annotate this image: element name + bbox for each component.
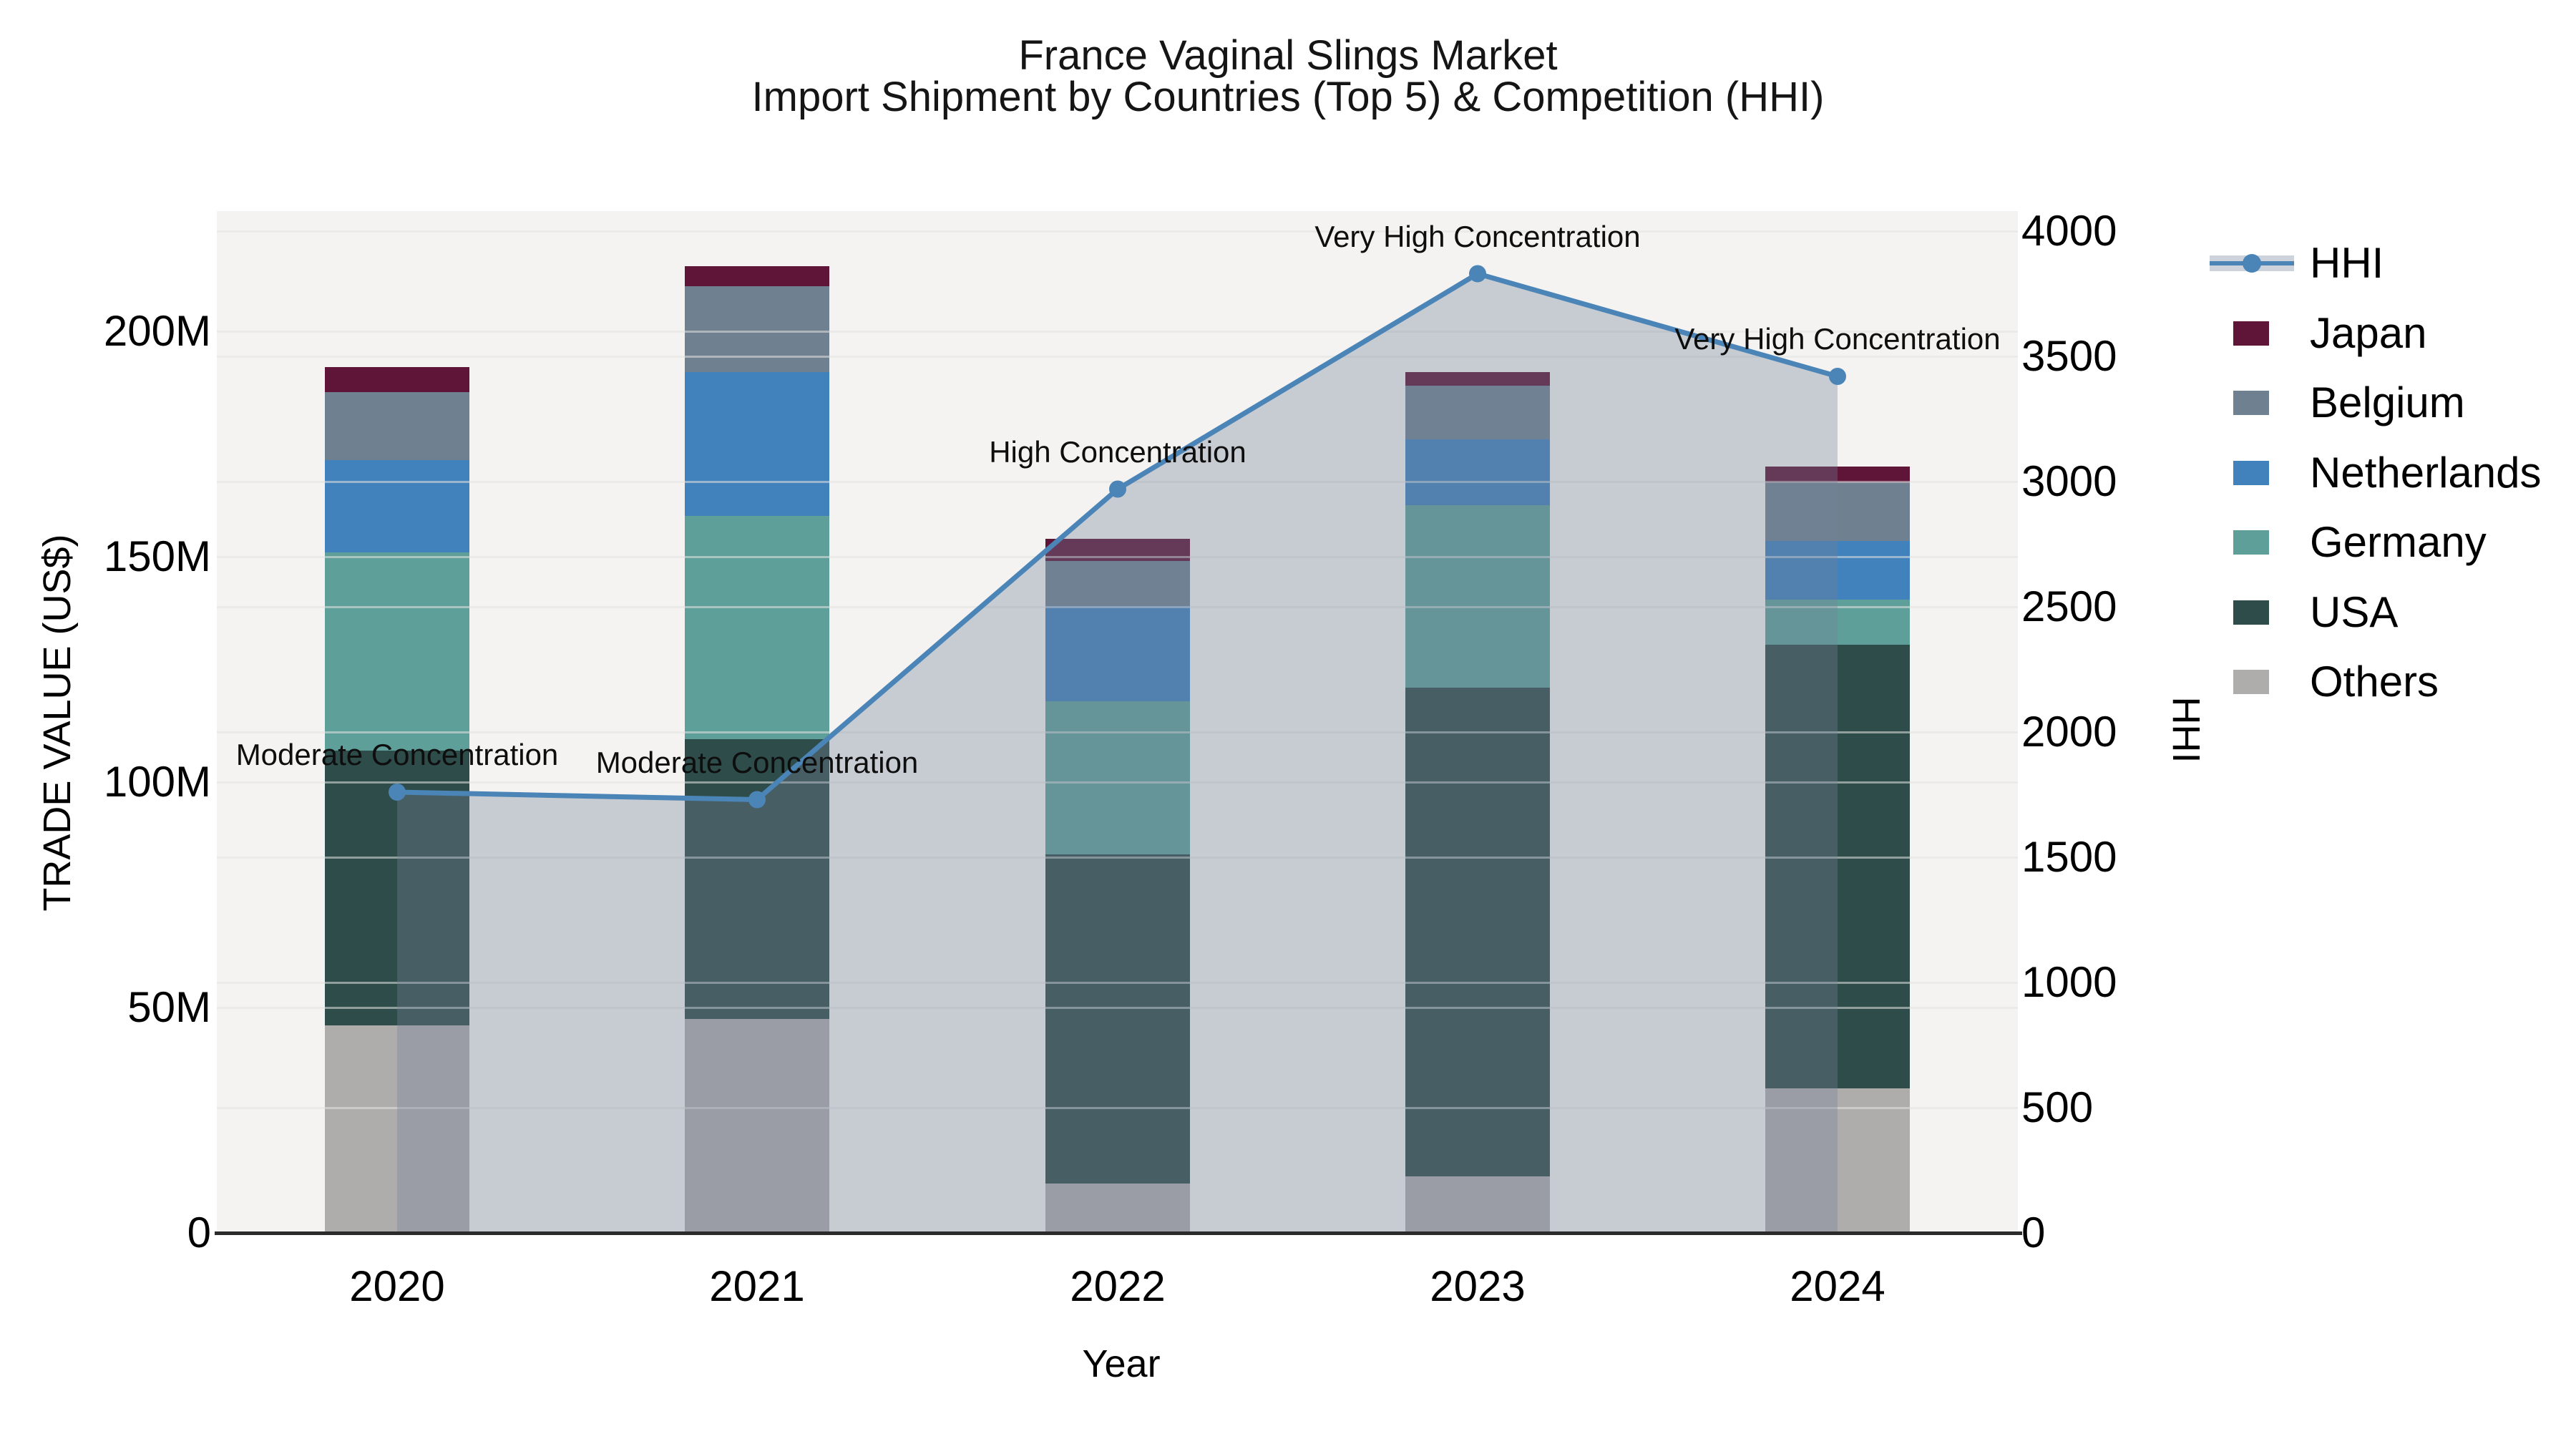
hhi-line-layer bbox=[389, 265, 1846, 1233]
legend-item-hhi: HHI bbox=[2210, 238, 2576, 288]
y-left-tick-0: 0 bbox=[187, 1209, 211, 1257]
legend-item-usa: USA bbox=[2210, 587, 2576, 638]
legend-color-swatch-usa bbox=[2233, 600, 2269, 625]
legend-label-hhi: HHI bbox=[2310, 239, 2384, 287]
hhi-point-2024 bbox=[1829, 368, 1846, 385]
legend-label-belgium: Belgium bbox=[2310, 379, 2465, 426]
y-right-axis-title: HHI bbox=[2165, 696, 2207, 763]
bar-segment-2021-netherlands bbox=[685, 371, 829, 517]
bar-segment-2021-germany bbox=[685, 516, 829, 740]
bar-segment-2021-usa bbox=[685, 739, 829, 1019]
hhi-point-2021 bbox=[748, 791, 766, 809]
annotation-2020: Moderate Concentration bbox=[235, 738, 559, 771]
legend-label-usa: USA bbox=[2310, 588, 2399, 636]
bar-segment-2022-usa bbox=[1045, 854, 1190, 1184]
bar-segment-2022-germany bbox=[1045, 701, 1190, 854]
legend-label-japan: Japan bbox=[2310, 309, 2427, 357]
x-axis-title: Year bbox=[1082, 1342, 1161, 1385]
y-right-tick-1000: 1000 bbox=[2021, 958, 2117, 1006]
annotation-2023: Very High Concentration bbox=[1314, 219, 1641, 253]
y-left-axis-title: TRADE VALUE (US$) bbox=[36, 534, 79, 912]
y-right-tick-1500: 1500 bbox=[2021, 833, 2117, 881]
bar-segment-2023-japan bbox=[1405, 371, 1550, 386]
annotation-2024: Very High Concentration bbox=[1674, 322, 2001, 356]
legend-label-germany: Germany bbox=[2310, 518, 2487, 566]
x-tick-2022: 2022 bbox=[1070, 1262, 1166, 1310]
annotation-2022: High Concentration bbox=[989, 434, 1246, 469]
x-tick-2023: 2023 bbox=[1430, 1262, 1526, 1310]
bar-segment-2020-japan bbox=[325, 367, 469, 393]
bar-segment-2023-netherlands bbox=[1405, 439, 1550, 505]
gridline-right-2000 bbox=[217, 731, 2018, 733]
legend-item-germany: Germany bbox=[2210, 517, 2576, 567]
y-left-tick-50M: 50M bbox=[127, 983, 211, 1031]
plot-area: Moderate Concentration Moderate Concentra… bbox=[217, 211, 2018, 1233]
y-left-tick-200M: 200M bbox=[103, 307, 211, 355]
bar-segment-2024-japan bbox=[1765, 467, 1910, 483]
chart-title-line-1: France Vaginal Slings Market bbox=[1018, 32, 1558, 79]
gridline-right-3500 bbox=[217, 356, 2018, 358]
legend-item-others: Others bbox=[2210, 657, 2576, 707]
legend-item-belgium: Belgium bbox=[2210, 378, 2576, 428]
bar-segment-2020-belgium bbox=[325, 392, 469, 460]
legend-item-netherlands: Netherlands bbox=[2210, 448, 2576, 498]
legend: HHI Japan Belgium Netherlands Germany USA Othe… bbox=[2210, 236, 2576, 737]
x-tick-2024: 2024 bbox=[1790, 1262, 1885, 1310]
chart-title-line-2: Import Shipment by Countries (Top 5) & C… bbox=[751, 74, 1825, 120]
bar-segment-2020-others bbox=[325, 1025, 469, 1233]
legend-hhi-marker-icon bbox=[2243, 254, 2261, 273]
bar-segment-2023-usa bbox=[1405, 687, 1550, 1177]
legend-item-japan: Japan bbox=[2210, 308, 2576, 358]
x-axis-spine bbox=[215, 1231, 2022, 1235]
legend-color-swatch-germany bbox=[2233, 530, 2269, 555]
legend-label-netherlands: Netherlands bbox=[2310, 449, 2542, 497]
bar-segment-2023-belgium bbox=[1405, 385, 1550, 440]
y-right-tick-500: 500 bbox=[2021, 1083, 2094, 1131]
bar-segment-2022-netherlands bbox=[1045, 606, 1190, 701]
gridline-right-1000 bbox=[217, 982, 2018, 984]
gridline-left-100M bbox=[217, 781, 2018, 784]
legend-color-swatch-belgium bbox=[2233, 391, 2269, 415]
x-tick-2021: 2021 bbox=[709, 1262, 805, 1310]
annotation-2021: Moderate Concentration bbox=[595, 745, 919, 779]
bar-segment-2024-netherlands bbox=[1765, 540, 1910, 600]
y-left-tick-100M: 100M bbox=[103, 758, 211, 806]
hhi-point-2022 bbox=[1109, 480, 1126, 498]
bar-segment-2023-germany bbox=[1405, 504, 1550, 688]
bar-segment-2022-others bbox=[1045, 1183, 1190, 1233]
bars-layer bbox=[217, 211, 2018, 1233]
y-left-tick-150M: 150M bbox=[103, 532, 211, 580]
bar-segment-2021-japan bbox=[685, 265, 829, 286]
bar-segment-2024-belgium bbox=[1765, 482, 1910, 541]
bar-segment-2020-germany bbox=[325, 552, 469, 751]
hhi-area-fill bbox=[397, 273, 1838, 1233]
hhi-point-2020 bbox=[389, 784, 406, 801]
bar-segment-2020-netherlands bbox=[325, 459, 469, 552]
gridline-right-2500 bbox=[217, 606, 2018, 608]
gridline-left-200M bbox=[217, 331, 2018, 333]
hhi-point-2023 bbox=[1469, 265, 1486, 283]
bar-segment-2021-others bbox=[685, 1018, 829, 1233]
gridline-left-50M bbox=[217, 1007, 2018, 1009]
gridline-right-500 bbox=[217, 1107, 2018, 1109]
x-tick-2020: 2020 bbox=[349, 1262, 445, 1310]
gridline-left-150M bbox=[217, 556, 2018, 558]
bar-segment-2024-usa bbox=[1765, 644, 1910, 1089]
legend-color-swatch-others bbox=[2233, 670, 2269, 694]
legend-color-swatch-netherlands bbox=[2233, 461, 2269, 485]
bar-segment-2024-others bbox=[1765, 1088, 1910, 1233]
legend-label-others: Others bbox=[2310, 658, 2439, 706]
y-right-tick-0: 0 bbox=[2021, 1209, 2046, 1257]
legend-color-swatch-japan bbox=[2233, 321, 2269, 346]
bar-segment-2022-belgium bbox=[1045, 561, 1190, 607]
annotations-layer: Moderate Concentration Moderate Concentra… bbox=[217, 211, 2018, 1233]
bar-segment-2023-others bbox=[1405, 1176, 1550, 1233]
gridline-right-1500 bbox=[217, 857, 2018, 859]
gridline-right-4000 bbox=[217, 230, 2018, 233]
